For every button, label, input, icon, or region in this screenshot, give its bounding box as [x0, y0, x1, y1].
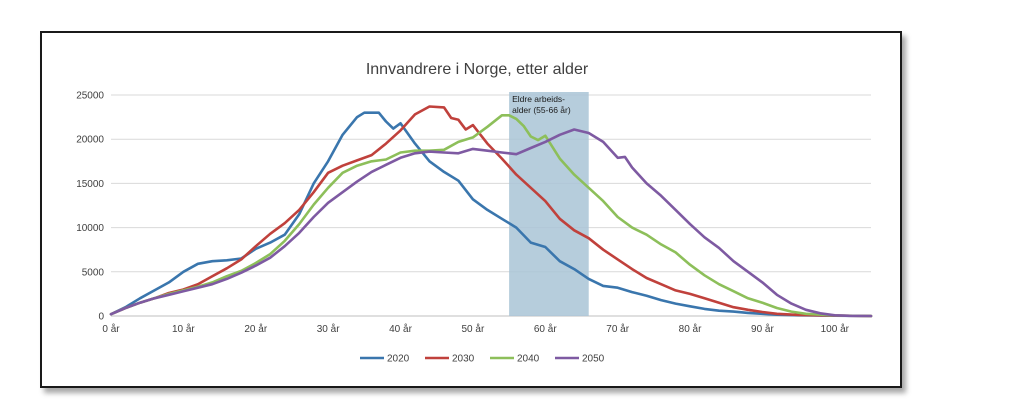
x-tick-label: 70 år	[606, 323, 629, 335]
highlight-label-line2: alder (55-66 år)	[512, 105, 571, 115]
chart-title: Innvandrere i Norge, etter alder	[366, 61, 589, 78]
legend-label-2020: 2020	[387, 354, 410, 365]
x-tick-label: 10 år	[172, 323, 195, 335]
series-lines	[109, 105, 873, 318]
y-tick-label: 20000	[76, 135, 104, 146]
y-tick-label: 0	[98, 312, 104, 323]
gridlines	[111, 94, 871, 317]
y-tick-label: 15000	[76, 179, 104, 190]
line-chart: Innvandrere i Norge, etter alder Eldre a…	[76, 61, 873, 365]
x-tick-label: 90 år	[751, 323, 774, 335]
x-tick-label: 20 år	[244, 323, 267, 335]
y-axis: 0 5000 10000 15000 20000 25000	[76, 91, 104, 323]
y-tick-label: 25000	[76, 91, 104, 102]
x-axis: 0 år 10 år 20 år 30 år 40 år 50 år 60 år 70 år 8…	[102, 323, 849, 335]
y-tick-label: 10000	[76, 223, 104, 234]
series-line-2020	[109, 111, 873, 318]
x-tick-label: 30 år	[317, 323, 340, 335]
legend-label-2040: 2040	[517, 354, 540, 365]
x-tick-label: 80 år	[679, 323, 702, 335]
legend: 2020 2030 2040 2050	[360, 354, 605, 365]
x-tick-label: 50 år	[462, 323, 485, 335]
x-tick-label: 100 år	[821, 323, 850, 335]
legend-label-2050: 2050	[582, 354, 605, 365]
series-line-2040	[109, 114, 873, 318]
series-line-2050	[109, 128, 873, 318]
x-tick-label: 40 år	[389, 323, 412, 335]
legend-label-2030: 2030	[452, 354, 475, 365]
y-tick-label: 5000	[82, 267, 105, 278]
chart-frame: Innvandrere i Norge, etter alder Eldre a…	[40, 31, 902, 388]
series-line-2030	[109, 105, 873, 318]
x-tick-label: 60 år	[534, 323, 557, 335]
highlight-label-line1: Eldre arbeids-	[512, 94, 565, 104]
x-tick-label: 0 år	[102, 323, 120, 335]
